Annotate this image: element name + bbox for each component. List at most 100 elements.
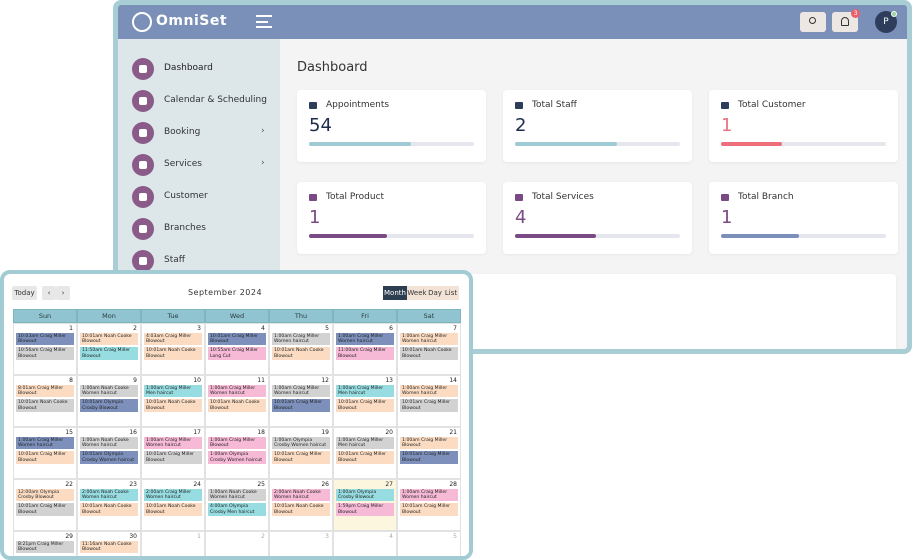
event[interactable]: 1:00am Craig Miller Men haircut	[336, 437, 394, 450]
event[interactable]: 11:16am Noah Cooke Blowout	[80, 541, 138, 554]
event[interactable]: 10:01am Noah Cooke Blowout	[16, 399, 74, 412]
event[interactable]: 10:01am Noah Cooke Blowout	[272, 503, 330, 516]
event[interactable]: 8:01am Craig Miller Blowout	[16, 385, 74, 398]
day-cell: 2	[205, 531, 269, 556]
view-button[interactable]: List	[443, 286, 459, 300]
event[interactable]: 11:00am Craig Miller Blowout	[336, 347, 394, 360]
event[interactable]: 10:01am Noah Cooke Blowout	[80, 333, 138, 346]
nav-item[interactable]: Booking ›	[118, 119, 280, 147]
event[interactable]: 10:01am Craig Miller Blowout	[16, 451, 74, 464]
stat-card: Total Product 1	[297, 182, 486, 254]
event[interactable]: 10:01am Craig Miller Blowout	[400, 399, 458, 412]
notification-button[interactable]	[832, 12, 858, 32]
nav-item[interactable]: Staff	[118, 247, 280, 275]
day-cell: 8 8:01am Craig Miller Blowout 10:01am Noah…	[13, 375, 77, 427]
progress-bar	[309, 234, 387, 238]
event[interactable]: 10:03am Craig Miller Blowout	[16, 333, 74, 346]
event[interactable]: 1:00am Craig Miller Women haircut	[208, 385, 266, 398]
event[interactable]: 10:56am Craig Miller Blowout	[16, 347, 74, 360]
event[interactable]: 1:00am Craig Miller Women haircut	[336, 333, 394, 346]
weekday-header: Tue	[141, 309, 205, 323]
nav-icon	[132, 58, 154, 80]
nav-icon	[132, 186, 154, 208]
next-button[interactable]: ›	[56, 286, 70, 300]
notification-badge: 3	[851, 9, 860, 18]
event[interactable]: 8:21pm Craig Miller Blowout	[16, 541, 74, 554]
event[interactable]: 2:00am Noah Cooke Women haircut	[80, 489, 138, 502]
event[interactable]: 10:01am Craig Miller Blowout	[336, 451, 394, 464]
event[interactable]: 10:01am Craig Miller Blowout	[208, 333, 266, 346]
event[interactable]: 10:01am Craig Miller Blowout	[144, 451, 202, 464]
view-button[interactable]: Week	[407, 286, 427, 300]
event[interactable]: 1:00am Craig Miller Women haircut	[272, 385, 330, 398]
event[interactable]: 1:00am Noah Cooke Women haircut	[208, 489, 266, 502]
card-value: 54	[309, 115, 332, 136]
event[interactable]: 1:00am Craig Miller Blowout	[208, 437, 266, 450]
event[interactable]: 2:00am Noah Cooke Women haircut	[272, 489, 330, 502]
card-title: Total Staff	[532, 100, 577, 110]
event[interactable]: 1:00am Olympia Crosby Blowout	[336, 489, 394, 502]
day-cell: 5 1:00am Craig Miller Women haircut 10:01a…	[269, 323, 333, 375]
event[interactable]: 10:01am Noah Cooke Blowout	[144, 399, 202, 412]
nav-item[interactable]: Dashboard	[118, 55, 280, 83]
event[interactable]: 1:00am Olympia Crosby Women haircut	[272, 437, 330, 450]
event[interactable]: 10:01am Olympia Crosby Blowout	[80, 399, 138, 412]
view-button[interactable]: Day	[427, 286, 443, 300]
event[interactable]: 1:00am Craig Miller Blowout	[400, 437, 458, 450]
card-value: 1	[721, 207, 733, 228]
nav-item[interactable]: Customer	[118, 183, 280, 211]
event[interactable]: 1:00am Craig Miller Women haircut	[272, 333, 330, 346]
event[interactable]: 4:00am Olympia Crosby Men haircut	[208, 503, 266, 516]
event[interactable]: 1:00am Noah Cooke Women haircut	[80, 385, 138, 398]
prev-button[interactable]: ‹	[42, 286, 56, 300]
event[interactable]: 10:01am Noah Cooke Blowout	[80, 503, 138, 516]
search-button[interactable]	[800, 12, 826, 32]
event[interactable]: 10:01am Craig Miller Blowout	[16, 503, 74, 516]
event[interactable]: 10:01am Noah Cooke Blowout	[144, 503, 202, 516]
event[interactable]: 1:00am Olympia Crosby Women haircut	[208, 451, 266, 464]
event[interactable]: 1:00am Craig Miller Women haircut	[400, 333, 458, 346]
event[interactable]: 10:01am Craig Miller Blowout	[336, 399, 394, 412]
nav-label: Branches	[164, 223, 206, 233]
day-number: 4	[389, 533, 393, 540]
event[interactable]: 1:00am Craig Miller Women haircut	[400, 385, 458, 398]
event[interactable]: 10:55am Craig Miller Long Cut	[208, 347, 266, 360]
event[interactable]: 10:01am Craig Miller Blowout	[400, 503, 458, 516]
event[interactable]: 10:01am Noah Cooke Blowout	[400, 347, 458, 360]
event[interactable]: 4:03am Craig Miller Blowout	[144, 333, 202, 346]
event[interactable]: 10:01am Noah Cooke Blowout	[272, 347, 330, 360]
event[interactable]: 11:50am Craig Miller Blowout	[80, 347, 138, 360]
card-value: 4	[515, 207, 527, 228]
day-cell: 17 1:00am Craig Miller Women haircut 10:01…	[141, 427, 205, 479]
nav-item[interactable]: Calendar & Scheduling	[118, 87, 280, 115]
view-button[interactable]: Month	[383, 286, 407, 300]
event[interactable]: 1:00am Noah Cooke Women haircut	[80, 437, 138, 450]
day-number: 7	[453, 325, 457, 332]
event[interactable]: 10:01am Craig Miller Blowout	[400, 451, 458, 464]
card-value: 1	[721, 115, 733, 136]
event[interactable]: 1:00am Craig Miller Men haircut	[144, 385, 202, 398]
day-number: 2	[261, 533, 265, 540]
day-cell: 9 1:00am Noah Cooke Women haircut 10:01am …	[77, 375, 141, 427]
event[interactable]: 1:59pm Craig Miller Blowout	[336, 503, 394, 516]
day-cell: 16 1:00am Noah Cooke Women haircut 10:01am…	[77, 427, 141, 479]
event[interactable]: 1:00am Craig Miller Women haircut	[16, 437, 74, 450]
nav-item[interactable]: Branches	[118, 215, 280, 243]
event[interactable]: 1:00am Craig Miller Women haircut	[144, 437, 202, 450]
nav-label: Services	[164, 159, 202, 169]
event[interactable]: 10:01am Olympia Crosby Women haircut	[80, 451, 138, 464]
stat-card: Appointments 54	[297, 90, 486, 162]
event[interactable]: 1:00am Craig Miller Men haircut	[336, 385, 394, 398]
menu-toggle[interactable]	[256, 15, 272, 28]
today-button[interactable]: Today	[12, 286, 37, 300]
nav-item[interactable]: Services ›	[118, 151, 280, 179]
event[interactable]: 10:01am Noah Cooke Blowout	[144, 347, 202, 360]
day-number: 1	[69, 325, 73, 332]
event[interactable]: 2:00am Craig Miller Women haircut	[144, 489, 202, 502]
event[interactable]: 1:00am Craig Miller Women haircut	[400, 489, 458, 502]
event[interactable]: 10:01am Craig Miller Blowout	[272, 451, 330, 464]
stat-card: Total Customer 1	[709, 90, 898, 162]
event[interactable]: 10:01am Noah Cooke Blowout	[208, 399, 266, 412]
event[interactable]: 12:00am Olympia Crosby Blowout	[16, 489, 74, 502]
event[interactable]: 10:01am Craig Miller Blowout	[272, 399, 330, 412]
